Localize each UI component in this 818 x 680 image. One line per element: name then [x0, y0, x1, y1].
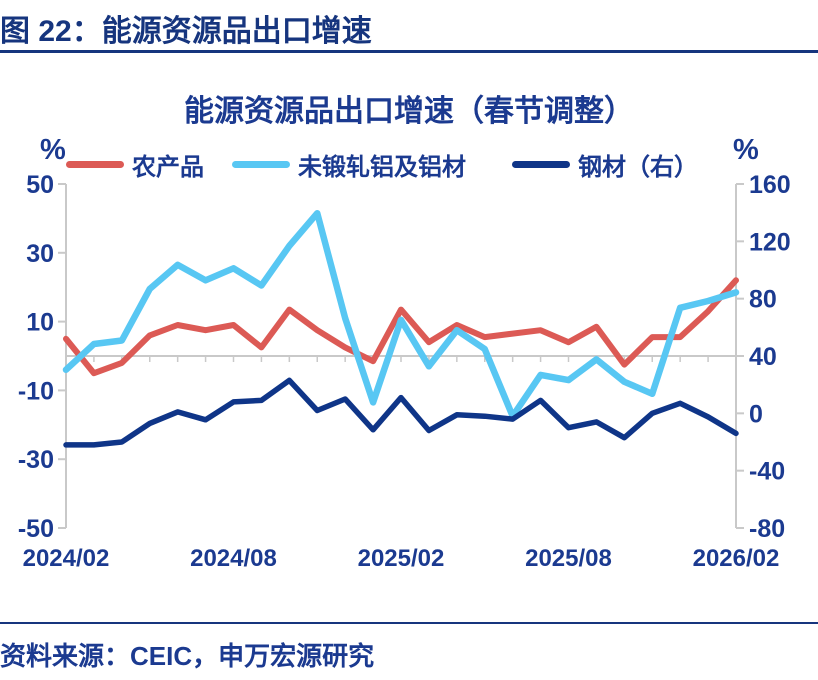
- legend-swatch-navy-line: [512, 160, 570, 168]
- x-axis-tick-label: 2024/08: [190, 545, 277, 572]
- right-axis-tick-label: -40: [749, 458, 785, 486]
- source-divider: [0, 622, 818, 624]
- axes: 50 30 10 -10 -30 -50 160 120 80 40 0 -40 -80 2024/02 2…: [18, 171, 791, 572]
- legend-swatch-red-line: [66, 160, 124, 168]
- left-axis-tick-label: 30: [26, 240, 54, 268]
- chart-title: 能源资源品出口增速（春节调整）: [184, 95, 634, 128]
- legend-item-aluminum: 未锻轧铝及铝材: [232, 146, 466, 182]
- legend-label: 农产品: [132, 153, 204, 181]
- legend-swatch-cyan-line: [232, 160, 290, 168]
- x-axis-tick-label: 2025/02: [358, 545, 445, 572]
- header-underline: [0, 50, 818, 53]
- right-axis-tick-label: 0: [749, 400, 763, 428]
- right-axis-tick-label: 40: [749, 343, 777, 371]
- legend-item-steel: 钢材（右）: [512, 146, 698, 182]
- right-axis-tick-label: 160: [749, 171, 791, 199]
- right-axis-tick-label: -80: [749, 515, 785, 543]
- x-axis-tick-label: 2024/02: [23, 545, 110, 572]
- left-axis-tick-label: -30: [18, 446, 54, 474]
- left-axis-tick-label: 10: [26, 309, 54, 337]
- right-axis-tick-label: 120: [749, 228, 791, 256]
- x-axis-tick-label: 2026/02: [693, 545, 780, 572]
- left-axis-tick-label: 50: [26, 171, 54, 199]
- right-axis-tick-label: 80: [749, 286, 777, 314]
- legend-item-agricultural: 农产品: [66, 146, 204, 182]
- legend-label: 未锻轧铝及铝材: [298, 153, 466, 181]
- left-axis-tick-label: -50: [18, 515, 54, 543]
- source-text: 资料来源：CEIC，申万宏源研究: [0, 641, 375, 671]
- right-axis-unit: %: [733, 134, 759, 166]
- legend: 农产品 未锻轧铝及铝材 钢材（右）: [0, 146, 818, 182]
- left-axis-unit: %: [40, 134, 66, 166]
- line-chart: 50 30 10 -10 -30 -50 160 120 80 40 0 -40 -80 2024/02 2…: [18, 171, 791, 572]
- figure-header: 图 22：能源资源品出口增速: [0, 15, 372, 48]
- x-axis-tick-label: 2025/08: [525, 545, 612, 572]
- series-line-未锻轧铝及铝材: [62, 209, 740, 420]
- series-line-钢材（右）: [63, 377, 739, 448]
- series-line-农产品: [63, 277, 739, 377]
- legend-label: 钢材（右）: [578, 153, 698, 181]
- left-axis-tick-label: -10: [18, 377, 54, 405]
